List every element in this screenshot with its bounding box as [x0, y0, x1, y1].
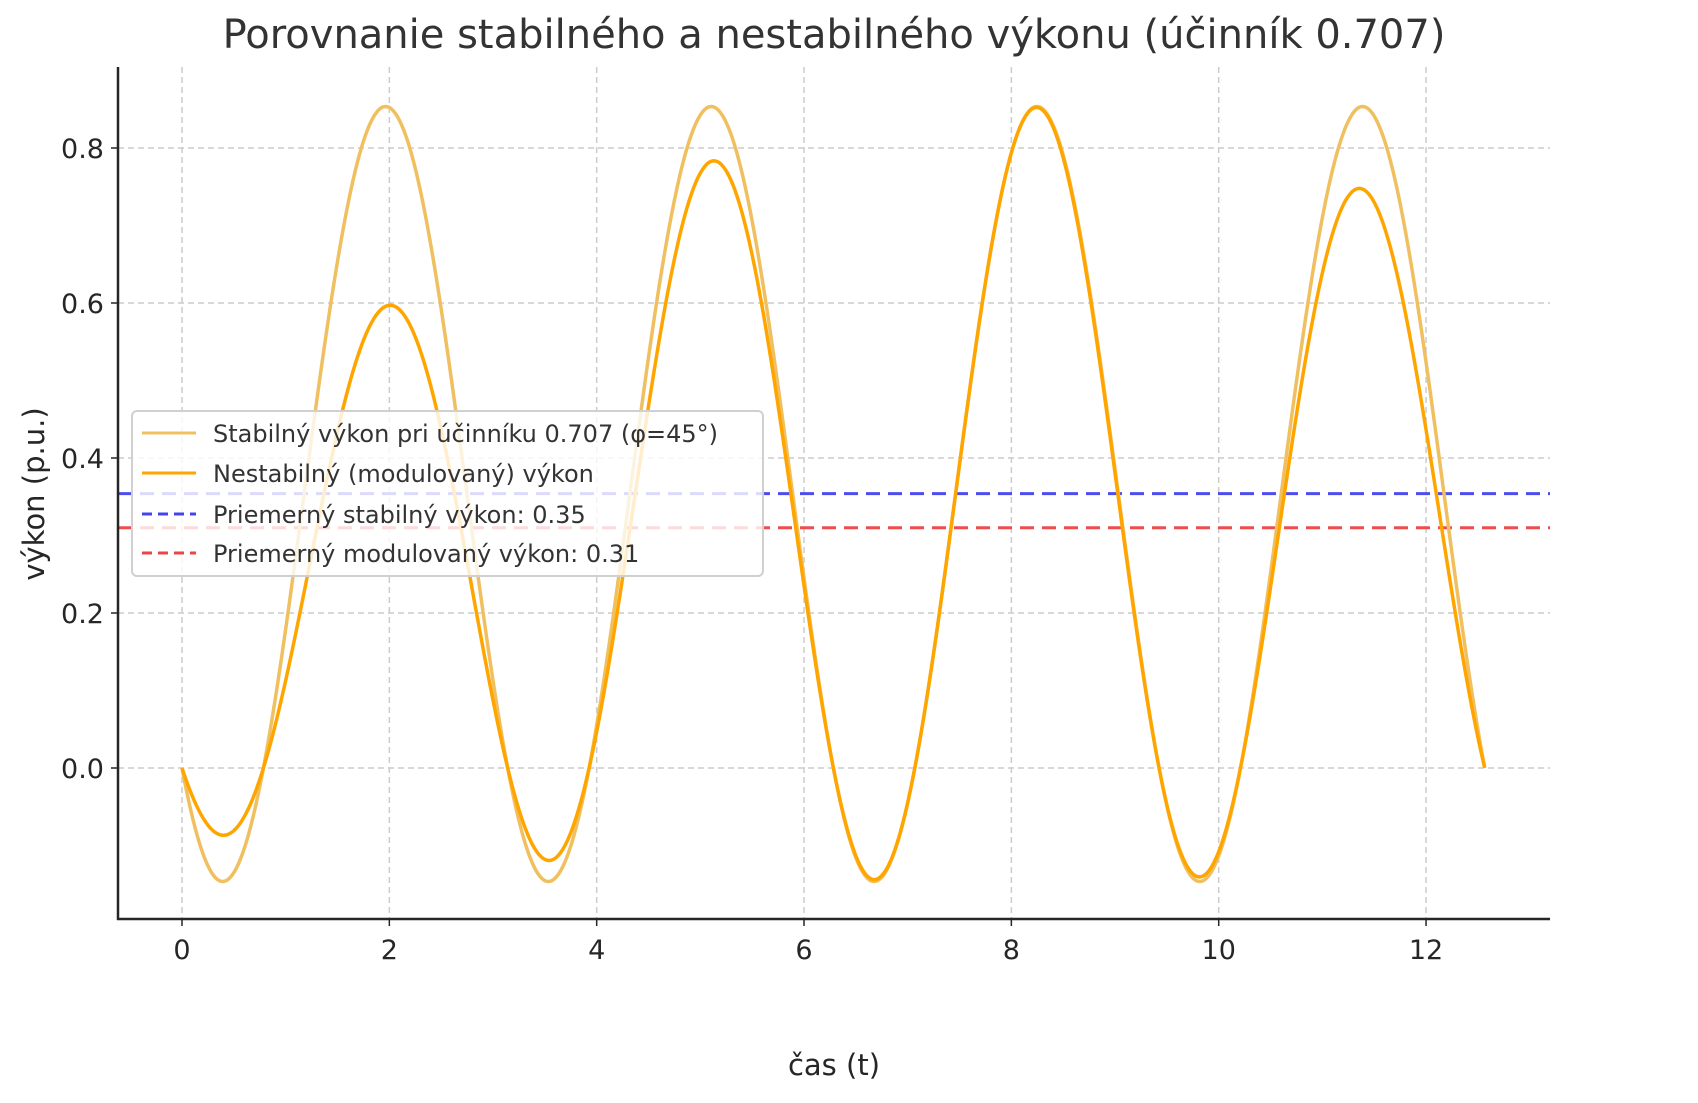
x-tick-label: 10	[1202, 935, 1236, 966]
tick-labels: 0 2 4 6 8 10 12 0.0 0.2 0.4 0.6 0.8	[61, 134, 1443, 966]
x-axis-label: čas (t)	[788, 1048, 880, 1082]
modulated-power-curve	[180, 105, 1487, 882]
axes	[111, 67, 1550, 926]
legend-item-modulated: Nestabilný (modulovaný) výkon	[142, 460, 594, 488]
y-tick-label: 0.4	[61, 444, 104, 475]
svg-text:Nestabilný (modulovaný) výkon: Nestabilný (modulovaný) výkon	[213, 460, 594, 488]
y-tick-label: 0.2	[61, 599, 104, 630]
svg-text:Stabilný výkon pri účinníku 0.: Stabilný výkon pri účinníku 0.707 (φ=45°…	[213, 420, 718, 448]
svg-text:Priemerný modulovaný výkon: 0.: Priemerný modulovaný výkon: 0.31	[213, 540, 639, 568]
legend-item-avg-modulated: Priemerný modulovaný výkon: 0.31	[142, 540, 639, 568]
y-tick-label: 0.6	[61, 289, 104, 320]
x-tick-label: 12	[1409, 935, 1443, 966]
svg-text:Priemerný stabilný výkon: 0.35: Priemerný stabilný výkon: 0.35	[213, 501, 586, 529]
data-curves	[180, 104, 1487, 884]
y-tick-label: 0.0	[61, 754, 104, 785]
x-tick-label: 0	[173, 935, 190, 966]
x-tick-label: 6	[795, 935, 812, 966]
legend-item-avg-stable: Priemerný stabilný výkon: 0.35	[142, 501, 586, 529]
legend-item-stable: Stabilný výkon pri účinníku 0.707 (φ=45°…	[142, 420, 718, 448]
y-axis-label: výkon (p.u.)	[17, 407, 51, 580]
x-tick-label: 8	[1003, 935, 1020, 966]
legend-box	[131, 410, 764, 577]
average-lines	[118, 492, 1550, 530]
y-tick-label: 0.8	[61, 134, 104, 165]
x-tick-label: 2	[381, 935, 398, 966]
legend: Stabilný výkon pri účinníku 0.707 (φ=45°…	[131, 410, 764, 577]
chart-title: Porovnanie stabilného a nestabilného výk…	[222, 12, 1446, 58]
x-tick-label: 4	[588, 935, 605, 966]
